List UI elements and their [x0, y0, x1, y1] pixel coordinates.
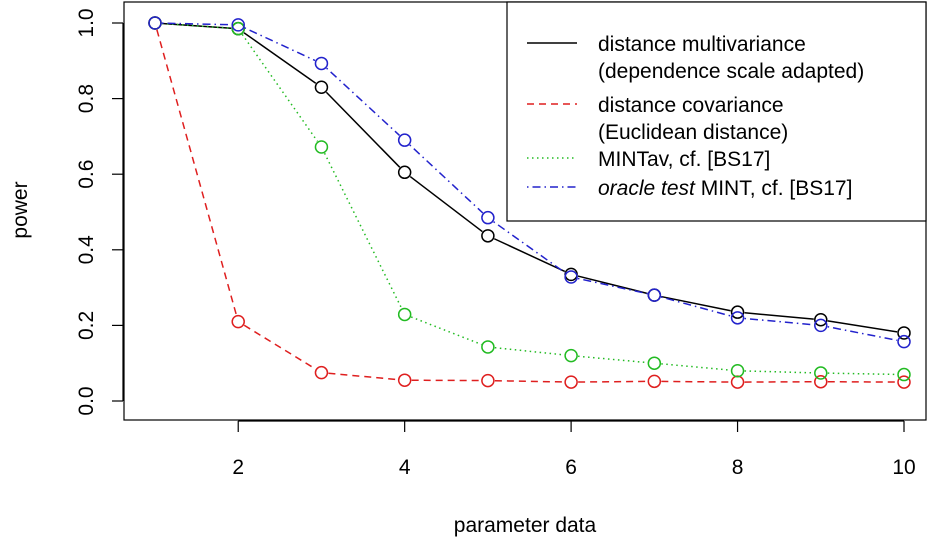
x-axis-label: parameter data: [454, 514, 597, 537]
data-point: [730, 364, 745, 378]
data-point: [481, 373, 495, 388]
series-segment: [660, 296, 731, 317]
data-point: [314, 365, 329, 380]
series-segment: [661, 380, 731, 383]
data-point: [897, 334, 911, 349]
series-segment: [244, 27, 316, 62]
data-point: [148, 16, 162, 30]
data-point: [481, 340, 495, 354]
data-point: [397, 165, 412, 180]
series-segment: [494, 379, 565, 383]
series-segment: [827, 372, 898, 376]
y-axis-label: power: [9, 181, 32, 238]
y-axis: 0.0 0.2 0.4 0.6 0.8 1.0: [75, 8, 124, 416]
series-segment: [494, 346, 565, 356]
data-point: [314, 80, 329, 95]
legend-label-multivariance: distance multivariance: [598, 33, 806, 56]
series-segment: [744, 317, 814, 326]
series-segment: [578, 380, 648, 383]
series-segment: [409, 144, 484, 214]
series-segment: [661, 363, 731, 371]
data-point: [647, 288, 662, 302]
data-point: [814, 312, 828, 327]
data-point: [897, 375, 911, 389]
series-segment: [323, 152, 403, 309]
series-segment: [744, 370, 814, 374]
series-segment: [577, 277, 648, 295]
series-segment: [493, 221, 566, 274]
data-point: [481, 229, 495, 243]
data-point: [647, 374, 662, 389]
series-segment: [661, 295, 731, 312]
series-segment: [241, 33, 319, 142]
x-tick-label: 4: [399, 456, 411, 479]
x-axis: 2 4 6 8 10: [232, 420, 916, 479]
data-point: [564, 267, 578, 282]
data-point: [231, 21, 245, 36]
data-point: [814, 318, 828, 333]
legend-label-covariance: distance covariance: [598, 94, 784, 117]
y-tick-label: 0.8: [75, 84, 98, 113]
data-point: [564, 375, 578, 389]
series-3: [148, 16, 911, 349]
data-point: [231, 314, 245, 329]
series-layer: [148, 16, 911, 389]
y-tick-label: 0.2: [75, 311, 98, 340]
data-point: [314, 140, 329, 154]
series-segment: [326, 67, 401, 136]
legend-label-mintav: MINTav, cf. [BS17]: [598, 148, 770, 171]
series-segment: [328, 372, 398, 381]
data-point: [481, 210, 495, 225]
y-tick-label: 1.0: [75, 8, 98, 37]
data-point: [814, 374, 828, 389]
legend-box: [506, 1, 927, 222]
data-point: [397, 373, 412, 387]
data-point: [314, 56, 329, 71]
series-segment: [161, 22, 232, 26]
legend: distance multivariance (dependence scale…: [506, 1, 927, 222]
y-tick-label: 0.6: [75, 160, 98, 189]
legend-label-oracle: oracle test MINT, cf. [BS17]: [598, 177, 852, 200]
series-segment: [827, 326, 898, 342]
series-segment: [744, 312, 814, 320]
series-2: [148, 16, 911, 382]
x-tick-label: 10: [892, 456, 915, 479]
y-tick-label: 0.4: [75, 235, 98, 265]
series-segment: [325, 91, 401, 168]
legend-label-covariance-line2: (Euclidean distance): [598, 121, 788, 144]
x-tick-label: 2: [232, 456, 244, 479]
legend-label-oracle-italic: oracle test: [598, 177, 696, 200]
series-segment: [243, 32, 317, 84]
data-point: [397, 307, 412, 322]
x-tick-label: 8: [732, 456, 744, 479]
series-segment: [827, 320, 898, 333]
series-segment: [493, 238, 566, 273]
data-point: [814, 366, 828, 380]
data-point: [564, 348, 578, 363]
series-segment: [409, 175, 483, 233]
series-segment: [161, 22, 232, 29]
data-point: [897, 326, 911, 340]
legend-label-multivariance-line2: (dependence scale adapted): [598, 60, 864, 83]
data-point: [897, 367, 911, 382]
y-tick-label: 0.0: [75, 386, 98, 415]
data-point: [397, 133, 412, 147]
data-point: [564, 270, 578, 284]
data-point: [231, 18, 245, 32]
series-segment: [578, 355, 648, 364]
data-point: [730, 311, 745, 325]
data-point: [730, 375, 745, 389]
series-segment: [410, 316, 482, 346]
series-segment: [156, 29, 238, 316]
legend-label-oracle-rest: MINT, cf. [BS17]: [695, 177, 853, 200]
series-segment: [243, 324, 316, 370]
data-point: [730, 305, 745, 319]
data-point: [647, 356, 662, 370]
x-tick-label: 6: [565, 456, 577, 479]
